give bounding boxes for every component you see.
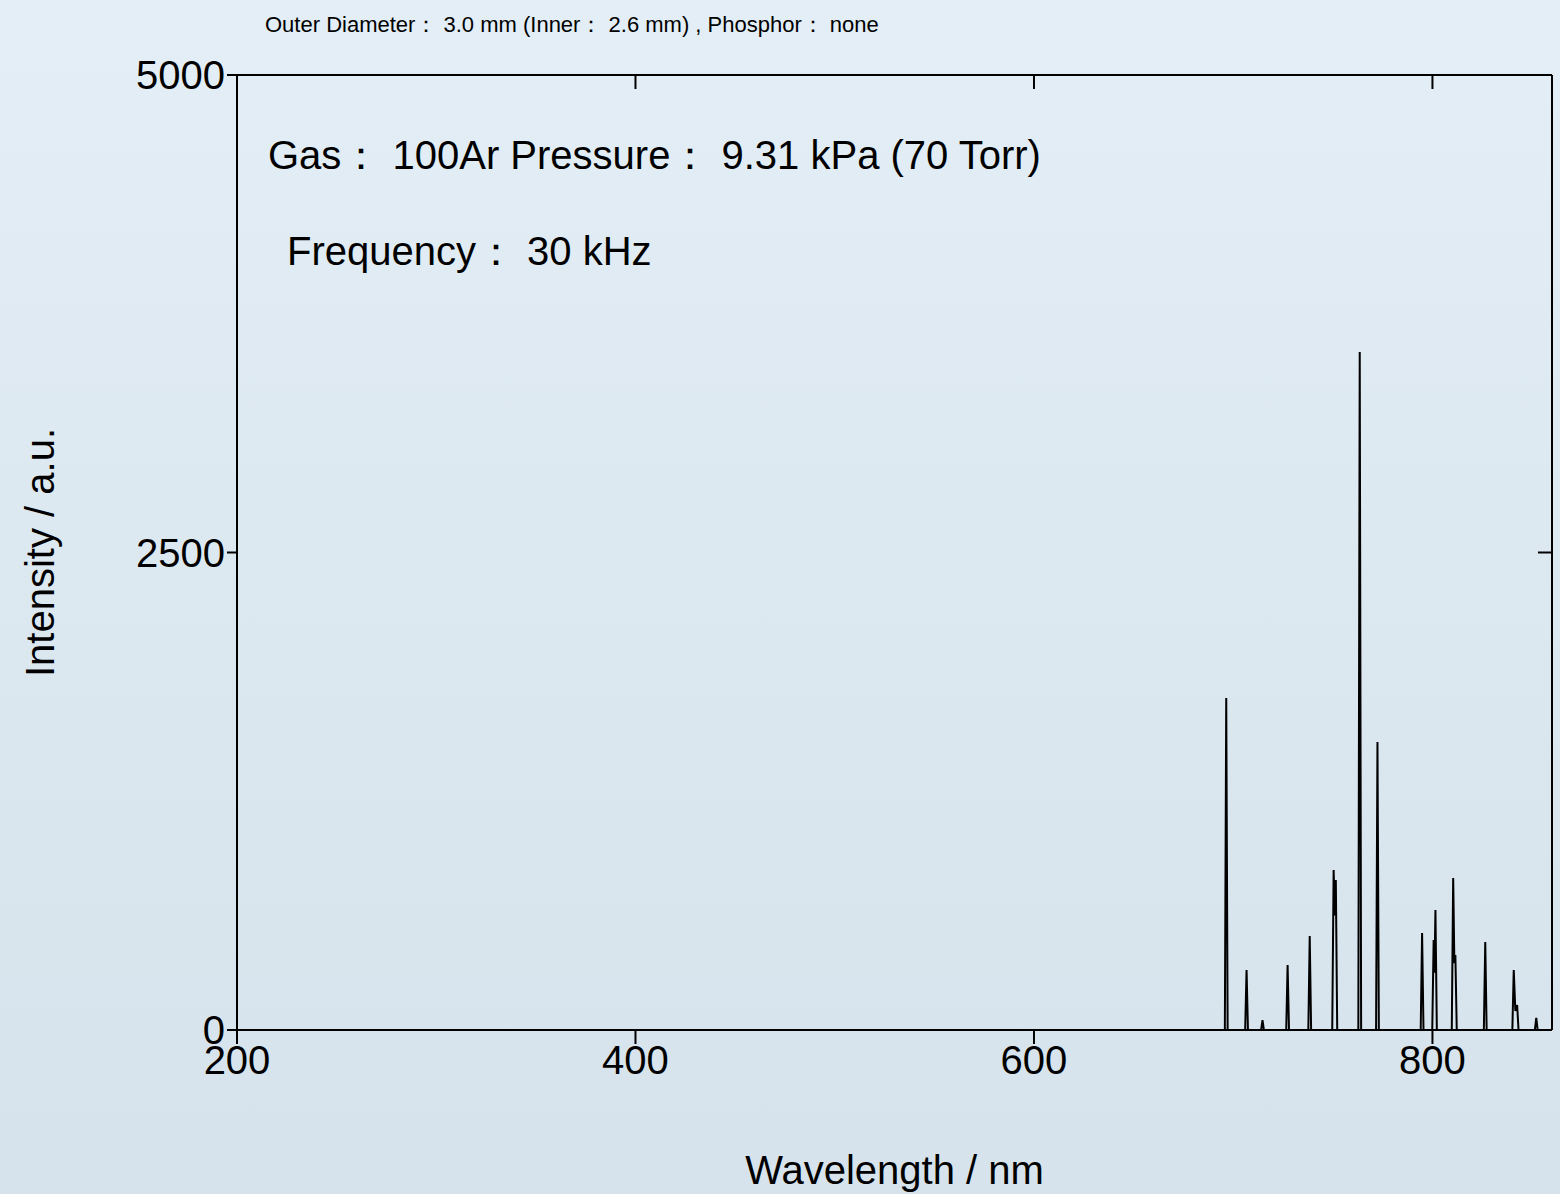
svg-text:2500: 2500 [136, 531, 225, 575]
svg-text:Wavelength / nm: Wavelength / nm [745, 1148, 1044, 1192]
svg-text:800: 800 [1399, 1038, 1466, 1082]
html-text:Gas： 100Ar Pressure： 9.31 kPa: Gas： 100Ar Pressure： 9.31 kPa (70 Torr) [268, 133, 1041, 177]
svg-text:600: 600 [1001, 1038, 1068, 1082]
svg-text:400: 400 [602, 1038, 669, 1082]
svg-text:Intensity / a.u.: Intensity / a.u. [18, 428, 62, 677]
svg-text:200: 200 [203, 1038, 271, 1083]
html-text:Frequency： 30 kHz: Frequency： 30 kHz [287, 229, 652, 273]
svg-text:5000: 5000 [136, 53, 225, 97]
svg-text:0: 0 [203, 1008, 225, 1052]
html-text:Outer Diameter： 3.0 mm (Inner：: Outer Diameter： 3.0 mm (Inner： 2.6 mm) ,… [265, 12, 879, 37]
